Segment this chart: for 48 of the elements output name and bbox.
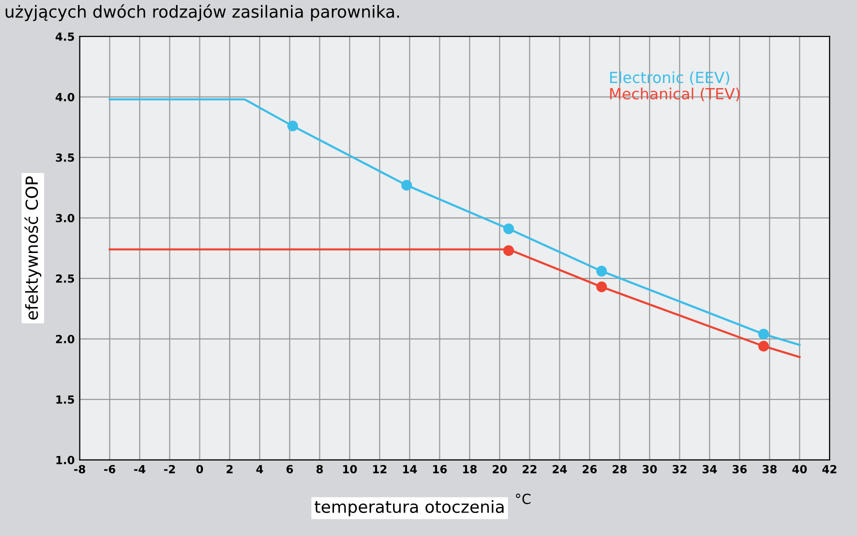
y-tick-label: 4.5: [56, 32, 74, 41]
point: [596, 282, 607, 292]
point: [758, 340, 769, 352]
x-tick-label: 22: [522, 464, 536, 474]
x-tick-label: 2: [226, 464, 233, 474]
point: [596, 266, 607, 277]
y-tick-label: 3.5: [56, 153, 74, 162]
point: [503, 245, 514, 256]
x-tick-label: 42: [822, 464, 836, 474]
point: [503, 223, 514, 234]
x-tick-label: 8: [316, 464, 323, 474]
x-tick-label: 16: [433, 464, 447, 474]
x-tick-label: 6: [286, 464, 293, 474]
y-tick-label: 1.5: [56, 396, 74, 404]
point: [758, 328, 769, 340]
x-tick-label: 28: [612, 464, 627, 474]
x-tick-label: 20: [492, 464, 507, 474]
y-axis-title: efektywność COP: [24, 176, 42, 320]
x-axis-title: temperatura otoczenia: [314, 500, 504, 516]
x-tick-label: 38: [762, 464, 777, 474]
x-tick-label: 14: [403, 465, 417, 474]
text: Mechanical (TEV): [610, 88, 740, 102]
text: Electronic (EEV): [610, 71, 730, 85]
y-tick-label: 3.0: [56, 214, 74, 222]
x-tick-label: 30: [642, 464, 657, 474]
point: [287, 120, 298, 132]
y-tick-label: 1.0: [56, 456, 74, 464]
x-tick-label: 26: [582, 464, 597, 474]
y-tick-label: 2.5: [56, 274, 74, 283]
x-tick-label: 32: [672, 464, 686, 474]
text: °C: [516, 494, 531, 504]
x-tick-label: -8: [74, 464, 86, 474]
x-tick-label: 4: [256, 465, 264, 474]
y-tick-label: 2.0: [56, 334, 74, 344]
x-tick-label: 18: [463, 464, 477, 474]
x-tick-label: 10: [343, 464, 357, 474]
x-tick-label: 34: [702, 464, 717, 474]
x-tick-label: 0: [196, 464, 204, 474]
point: [401, 180, 412, 191]
x-tick-label: -4: [134, 465, 146, 474]
x-tick-label: 36: [732, 464, 747, 474]
chart-title: użyjących dwóch rodzajów zasilania parownika.: [6, 4, 399, 22]
x-tick-label: 24: [552, 464, 567, 474]
x-tick-label: 12: [373, 464, 386, 474]
x-tick-label: -2: [164, 464, 175, 474]
y-tick-label: 4.0: [56, 92, 74, 102]
x-tick-label: -6: [104, 464, 116, 474]
x-tick-label: 40: [792, 464, 807, 474]
